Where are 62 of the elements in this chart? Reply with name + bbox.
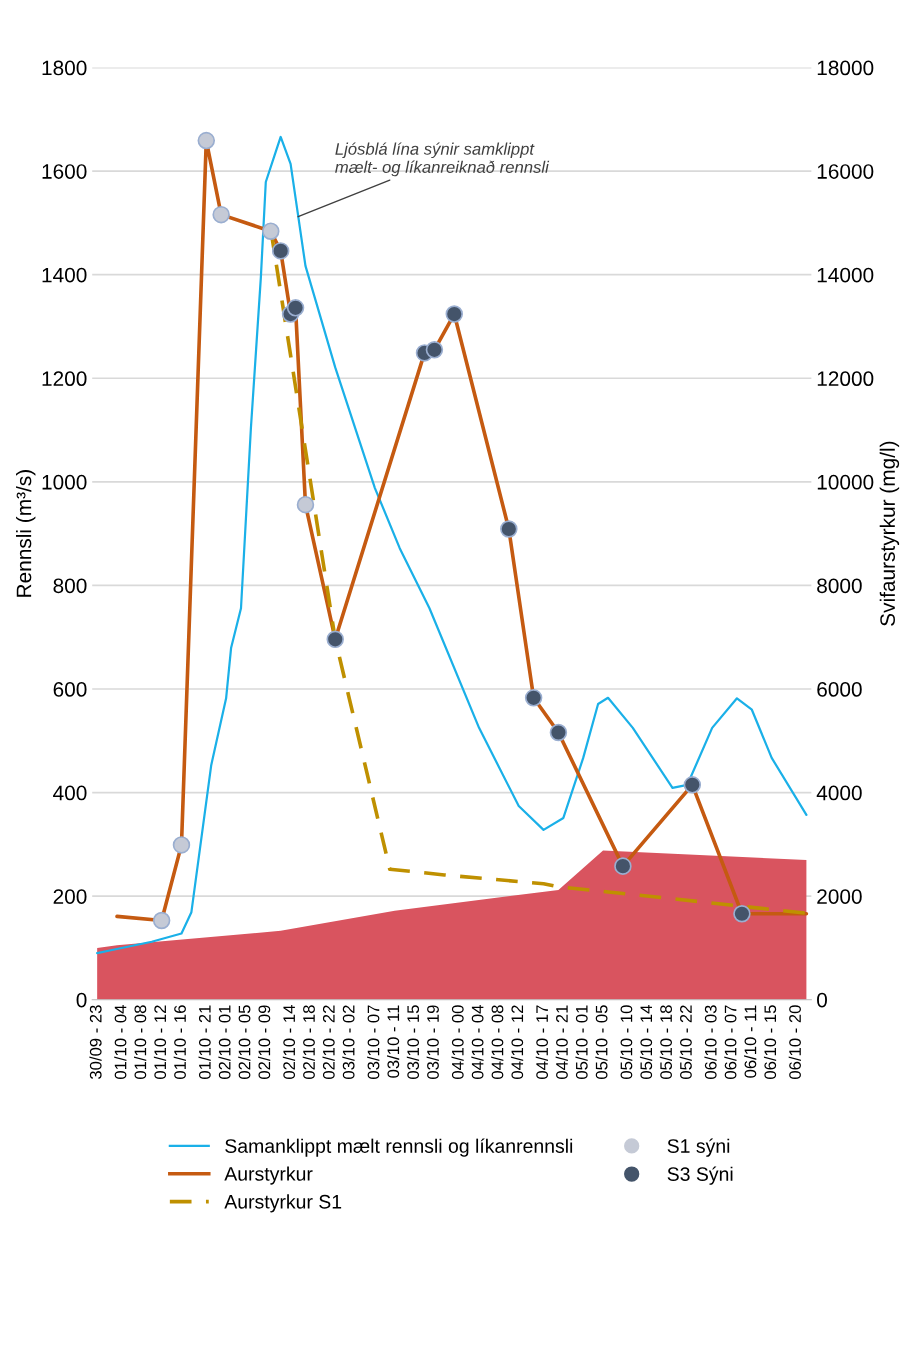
y-tick-label: 600 bbox=[53, 682, 87, 697]
x-tick-label: 03/10 - 15 bbox=[406, 1005, 420, 1079]
y2-tick-label: 18000 bbox=[817, 60, 874, 76]
x-tick-label: 01/10 - 04 bbox=[114, 1005, 127, 1079]
x-tick-label: 02/10 - 09 bbox=[258, 1005, 271, 1079]
x-tick-label: 01/10 - 08 bbox=[134, 1005, 147, 1079]
x-tick-label: 01/10 - 12 bbox=[153, 1005, 167, 1079]
x-tick-label: 03/10 - 19 bbox=[426, 1005, 439, 1079]
x-tick-label: 04/10 - 00 bbox=[451, 1005, 464, 1079]
y2-tick-label: 12000 bbox=[817, 371, 874, 387]
x-tick-label: 02/10 - 18 bbox=[302, 1005, 315, 1079]
x-tick-label: 30/09 - 23 bbox=[89, 1005, 102, 1080]
y-tick-label: 1200 bbox=[42, 371, 87, 387]
y-tick-label: 1800 bbox=[42, 60, 87, 76]
y2-tick-label: 0 bbox=[817, 992, 827, 1008]
legend-label: S1 sýni bbox=[667, 1138, 730, 1157]
x-tick-label: 02/10 - 14 bbox=[282, 1005, 296, 1079]
x-tick-label: 04/10 - 04 bbox=[471, 1005, 484, 1079]
y-tick-label: 1400 bbox=[42, 267, 87, 283]
y-tick-label: 1000 bbox=[42, 474, 87, 490]
x-tick-label: 05/10 - 10 bbox=[620, 1005, 633, 1079]
x-tick-label: 06/10 - 20 bbox=[788, 1005, 801, 1079]
y-axis-title: Rennsli (m³/s) bbox=[16, 470, 36, 597]
y2-tick-label: 16000 bbox=[817, 164, 874, 179]
x-tick-label: 06/10 - 03 bbox=[704, 1005, 717, 1079]
y-tick-label: 400 bbox=[53, 785, 87, 801]
y2-tick-label: 2000 bbox=[817, 889, 862, 904]
x-tick-label: 05/10 - 18 bbox=[659, 1005, 672, 1079]
x-tick-label: 05/10 - 22 bbox=[679, 1005, 692, 1079]
legend-label: Aurstyrkur S1 bbox=[224, 1194, 342, 1213]
legend-label: S3 Sýni bbox=[667, 1166, 733, 1185]
x-tick-label: 05/10 - 05 bbox=[595, 1005, 608, 1079]
y2-tick-label: 14000 bbox=[817, 267, 874, 283]
x-tick-label: 01/10 - 16 bbox=[173, 1005, 186, 1079]
x-tick-label: 03/10 - 11 bbox=[386, 1005, 400, 1078]
y-tick-label: 1600 bbox=[42, 164, 87, 179]
x-tick-label: 03/10 - 07 bbox=[367, 1005, 380, 1079]
legend-label: Samanklippt mælt rennsli og líkanrennsli bbox=[225, 1138, 573, 1157]
legend-label: Aurstyrkur bbox=[224, 1166, 313, 1185]
y2-tick-label: 6000 bbox=[817, 682, 862, 697]
x-tick-label: 02/10 - 05 bbox=[238, 1005, 251, 1079]
y2-tick-label: 4000 bbox=[816, 785, 862, 801]
x-tick-label: 04/10 - 21 bbox=[555, 1005, 568, 1079]
x-tick-label: 06/10 - 11 bbox=[744, 1005, 757, 1078]
x-tick-label: 02/10 - 22 bbox=[322, 1005, 335, 1079]
y2-tick-label: 10000 bbox=[817, 474, 874, 490]
y-tick-label: 200 bbox=[53, 889, 87, 904]
x-tick-label: 06/10 - 07 bbox=[724, 1005, 737, 1079]
annotation: Ljósblá lína sýnir samklippt mælt- og líkanreiknað rennsli bbox=[335, 142, 550, 177]
x-tick-label: 04/10 - 08 bbox=[491, 1005, 504, 1079]
y-tick-label: 0 bbox=[76, 992, 87, 1008]
x-tick-label: 03/10 - 02 bbox=[342, 1005, 355, 1079]
x-tick-label: 05/10 - 01 bbox=[575, 1005, 588, 1079]
x-tick-label: 02/10 - 01 bbox=[218, 1005, 231, 1079]
x-tick-label: 06/10 - 15 bbox=[763, 1005, 777, 1079]
x-tick-label: 01/10 - 21 bbox=[198, 1005, 211, 1079]
y2-axis-title: Svifaurstyrkur (mg/l) bbox=[879, 441, 900, 626]
x-tick-label: 04/10 - 17 bbox=[535, 1005, 549, 1079]
y2-tick-label: 8000 bbox=[817, 578, 862, 594]
x-tick-label: 05/10 - 14 bbox=[639, 1005, 653, 1079]
y-tick-label: 800 bbox=[53, 578, 87, 594]
x-tick-label: 04/10 - 12 bbox=[510, 1005, 524, 1079]
